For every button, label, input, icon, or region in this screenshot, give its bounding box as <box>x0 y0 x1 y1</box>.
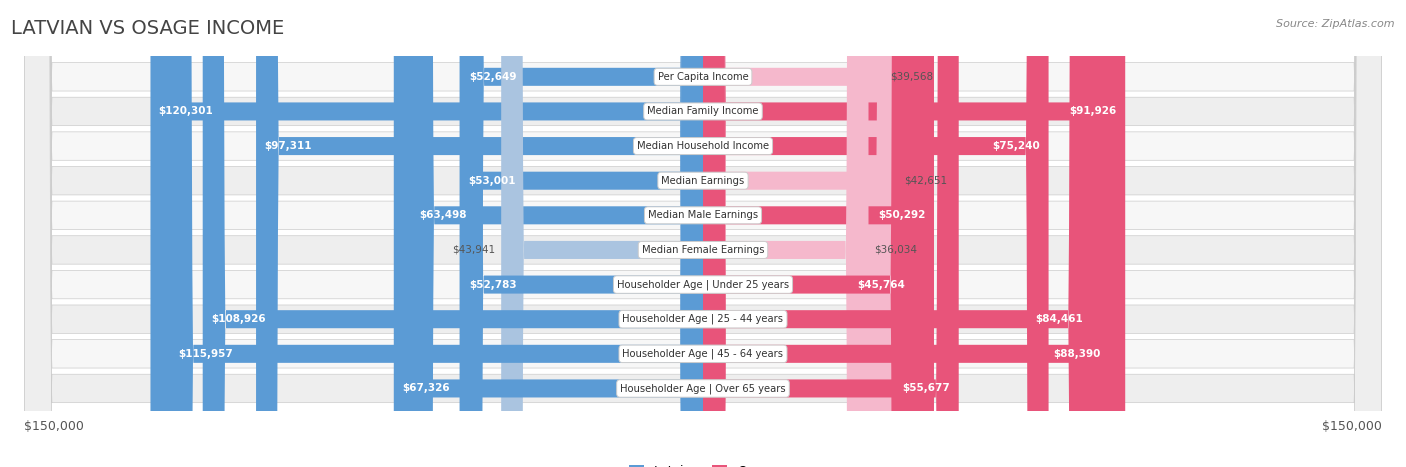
Text: $50,292: $50,292 <box>879 210 925 220</box>
Text: $120,301: $120,301 <box>159 106 214 116</box>
FancyBboxPatch shape <box>703 0 1109 467</box>
FancyBboxPatch shape <box>24 0 1382 467</box>
FancyBboxPatch shape <box>703 0 884 467</box>
Text: Median Family Income: Median Family Income <box>647 106 759 116</box>
FancyBboxPatch shape <box>24 0 1382 467</box>
FancyBboxPatch shape <box>412 0 703 467</box>
FancyBboxPatch shape <box>461 0 703 467</box>
Text: $97,311: $97,311 <box>264 141 312 151</box>
FancyBboxPatch shape <box>24 0 1382 467</box>
Text: $150,000: $150,000 <box>24 420 84 433</box>
FancyBboxPatch shape <box>703 0 934 467</box>
Text: $88,390: $88,390 <box>1053 349 1101 359</box>
FancyBboxPatch shape <box>394 0 703 467</box>
FancyBboxPatch shape <box>703 0 912 467</box>
FancyBboxPatch shape <box>703 0 959 467</box>
Text: $43,941: $43,941 <box>453 245 496 255</box>
FancyBboxPatch shape <box>24 0 1382 467</box>
Text: Householder Age | Under 25 years: Householder Age | Under 25 years <box>617 279 789 290</box>
FancyBboxPatch shape <box>202 0 703 467</box>
Text: Source: ZipAtlas.com: Source: ZipAtlas.com <box>1277 19 1395 28</box>
Text: $115,957: $115,957 <box>179 349 233 359</box>
Text: Median Earnings: Median Earnings <box>661 176 745 186</box>
Text: $84,461: $84,461 <box>1035 314 1083 324</box>
FancyBboxPatch shape <box>24 0 1382 467</box>
Text: LATVIAN VS OSAGE INCOME: LATVIAN VS OSAGE INCOME <box>11 19 284 38</box>
Text: $42,651: $42,651 <box>904 176 948 186</box>
Text: $108,926: $108,926 <box>211 314 266 324</box>
Text: Householder Age | Over 65 years: Householder Age | Over 65 years <box>620 383 786 394</box>
FancyBboxPatch shape <box>24 0 1382 467</box>
FancyBboxPatch shape <box>170 0 703 467</box>
Text: $63,498: $63,498 <box>419 210 467 220</box>
FancyBboxPatch shape <box>24 0 1382 467</box>
Text: $52,649: $52,649 <box>470 72 517 82</box>
Text: Per Capita Income: Per Capita Income <box>658 72 748 82</box>
Text: $39,568: $39,568 <box>890 72 934 82</box>
FancyBboxPatch shape <box>703 0 869 467</box>
FancyBboxPatch shape <box>703 0 1091 467</box>
FancyBboxPatch shape <box>24 0 1382 467</box>
Text: $75,240: $75,240 <box>993 141 1040 151</box>
FancyBboxPatch shape <box>150 0 703 467</box>
FancyBboxPatch shape <box>703 0 898 467</box>
Text: Median Male Earnings: Median Male Earnings <box>648 210 758 220</box>
FancyBboxPatch shape <box>461 0 703 467</box>
Text: $52,783: $52,783 <box>468 280 516 290</box>
FancyBboxPatch shape <box>703 0 1049 467</box>
Text: $53,001: $53,001 <box>468 176 516 186</box>
Text: Median Household Income: Median Household Income <box>637 141 769 151</box>
Text: $45,764: $45,764 <box>858 280 905 290</box>
Text: $91,926: $91,926 <box>1070 106 1116 116</box>
FancyBboxPatch shape <box>703 0 1125 467</box>
FancyBboxPatch shape <box>24 0 1382 467</box>
Legend: Latvian, Osage: Latvian, Osage <box>624 460 782 467</box>
Text: $55,677: $55,677 <box>903 383 950 394</box>
FancyBboxPatch shape <box>460 0 703 467</box>
Text: Median Female Earnings: Median Female Earnings <box>641 245 765 255</box>
FancyBboxPatch shape <box>501 0 703 467</box>
FancyBboxPatch shape <box>24 0 1382 467</box>
Text: Householder Age | 45 - 64 years: Householder Age | 45 - 64 years <box>623 348 783 359</box>
FancyBboxPatch shape <box>256 0 703 467</box>
Text: Householder Age | 25 - 44 years: Householder Age | 25 - 44 years <box>623 314 783 325</box>
Text: $150,000: $150,000 <box>1322 420 1382 433</box>
Text: $36,034: $36,034 <box>875 245 917 255</box>
Text: $67,326: $67,326 <box>402 383 450 394</box>
